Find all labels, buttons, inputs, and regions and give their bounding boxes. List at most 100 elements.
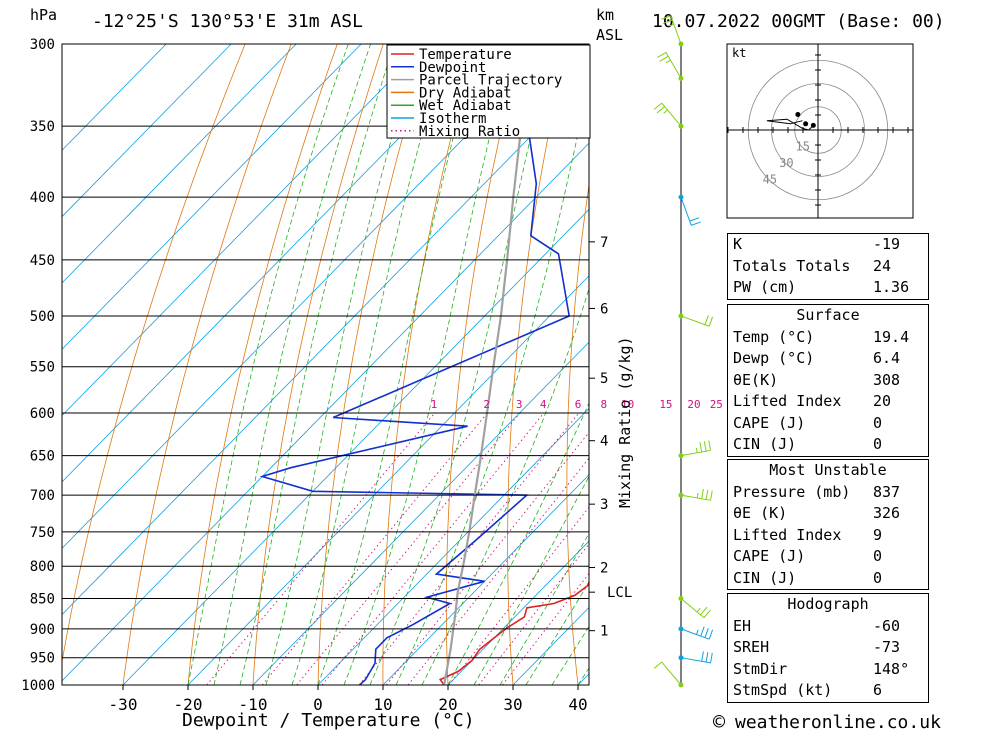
isotherm-line [447,540,589,685]
idx-row: Totals Totals 24 [728,256,928,278]
idx-row: K -19 [728,234,928,256]
legend-label: Wet Adiabat [419,98,512,114]
hodograph-ring-label: 15 [796,139,810,153]
wind-barbs [653,15,714,688]
idx-key: K [733,235,743,253]
temperature-tick-label: 20 [438,695,457,714]
pressure-tick-label: 600 [30,406,55,422]
idx-key: Lifted Index [733,525,842,544]
lcl-label: LCL [607,585,632,601]
idx-row: CIN (J) 0 [728,434,928,456]
wind-barb-feather [662,19,673,24]
wind-barb-half-feather [696,629,699,635]
idx-row: CIN (J) 0 [728,568,928,590]
idx-key: CIN (J) [733,568,797,587]
idx-value: 6.4 [873,349,901,367]
idx-value: -60 [873,616,901,635]
isotherm-line [62,76,589,616]
temperature-tick-label: -20 [174,695,203,714]
wind-barb-feather [659,55,669,62]
dry-adiabat-line [252,44,384,685]
hodograph-ring-label: 30 [779,156,793,170]
pressure-tick-label: 500 [30,309,55,325]
wind-barb-feather [704,315,709,325]
dry-adiabat-line [680,44,708,685]
wind-barb [661,15,684,47]
wind-barb [678,488,713,501]
wind-barb [678,626,714,640]
idx-key: CAPE (J) [733,413,806,432]
plot-frame [61,43,590,686]
pressure-tick-label: 350 [30,119,55,135]
temperature-tick-label: 0 [313,695,323,714]
idx-value: 19.4 [873,327,910,346]
idx-value: 308 [873,370,901,389]
pressure-tick-label: 950 [30,651,55,667]
wind-barb-feather [661,15,671,20]
isotherm-line [317,407,589,685]
height-tick-label: 1 [600,624,608,640]
isotherm-line [62,44,427,417]
pressure-tick-label: 850 [30,591,55,607]
wind-barb [678,595,711,619]
mixing-ratio-label: 15 [659,398,672,411]
idx-row: PW (cm) 1.36 [728,277,928,299]
wind-barb-feather [710,490,713,501]
surface-title: Surface [796,306,860,324]
idx-key: θE(K) [733,370,779,389]
height-tick-label: 7 [600,235,608,251]
wind-barb-feather [708,629,714,640]
wind-barb-feather [705,489,709,500]
datetime-title: 10.07.2022 00GMT (Base: 00) [652,11,945,32]
idx-value: 24 [873,256,892,275]
dry-adiabat-line [935,44,1000,685]
wind-barb-half-feather [696,607,701,613]
dry-adiabat-line [187,44,338,685]
temperature-tick-label: 10 [373,695,392,714]
pressure-tick-label: 1000 [21,678,55,694]
idx-key: Temp (°C) [733,327,815,346]
wind-barb-feather [703,609,711,619]
wind-barb [678,194,701,226]
idx-row: θE (K) 326 [728,503,928,525]
temperature-tick-label: -30 [109,695,138,714]
brand-link[interactable]: weatheronline.co.uk [735,712,941,733]
isotherm-line [382,474,589,685]
hodograph-storm-dot [810,122,816,128]
mixing-ratio-label: 3 [516,398,523,411]
temperature-tick-label: 40 [568,695,587,714]
skewt-plot: 3003504004505005506006507007508008509009… [21,37,1000,731]
isotherm-line [62,142,589,682]
height-tick-label: 6 [600,301,608,317]
height-tick-label: 4 [600,434,608,450]
wet-adiabat-line [317,44,479,685]
series-line-dewpoint [259,44,571,685]
wind-barb-feather [708,316,714,327]
height-tick-label: 2 [600,561,608,577]
wind-barb-half-feather [668,23,674,27]
legend-label: Isotherm [419,111,486,127]
most-unstable-title: Most Unstable [769,461,887,479]
hodograph-title: Hodograph [787,595,869,613]
isotherm-line [62,44,492,483]
isotherm-line [62,44,297,284]
mixing-ratio-label: 10 [621,398,634,411]
wind-barb-staff [661,661,682,686]
mixing-ratio-axis-label: Mixing Ratio (g/kg) [616,336,634,508]
idx-value: 6 [873,681,883,699]
height-tick-label: 5 [600,371,608,387]
wet-adiabat-line [395,83,589,685]
idx-key: StmSpd (kt) [733,681,833,699]
hodograph-ring-label: 45 [763,172,777,186]
wind-barb-feather [653,102,663,110]
isotherm-line [62,44,167,151]
wind-barb [657,51,684,81]
series-line-temperature [438,580,589,685]
temperature-axis: -30 -20 -10 0 10 20 30 40 [109,685,588,714]
idx-row: θE(K) 308 [728,370,928,392]
mixing-ratio-labels: 1 2 3 4 6 8 10 15 20 25 [431,398,723,411]
wet-adiabat-line [499,532,589,685]
wind-barb-feather [700,626,705,637]
